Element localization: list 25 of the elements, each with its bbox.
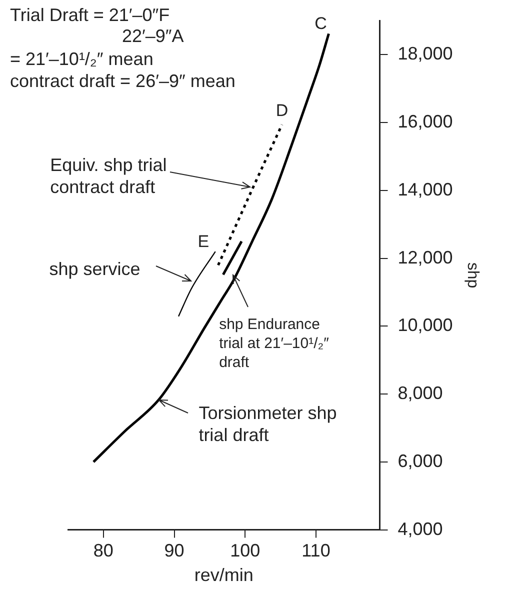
annotation: Equiv. shp trial contract draft — [50, 154, 167, 198]
y-tick-label: 12,000 — [398, 247, 453, 268]
annotation: Torsionmeter shp trial draft — [198, 402, 337, 446]
x-tick-label: 110 — [302, 540, 330, 561]
annotation: C — [314, 14, 327, 34]
y-tick-label: 6,000 — [398, 450, 443, 471]
annotation: Trial Draft = 21′–0″F — [10, 4, 170, 26]
annotation: contract draft = 26′–9″ mean — [10, 70, 236, 92]
y-tick-label: 4,000 — [398, 518, 443, 539]
y-axis-title: shp — [464, 262, 481, 288]
y-tick-label: 14,000 — [398, 179, 453, 200]
annotation: 22′–9″A — [122, 25, 184, 47]
x-tick-label: 100 — [230, 540, 260, 561]
y-tick-label: 16,000 — [398, 112, 453, 132]
y-tick-label: 10,000 — [398, 315, 453, 336]
annotation: D — [276, 100, 288, 121]
annotation: shp service — [49, 258, 140, 280]
annotation: shp Endurance trial at 21′–10¹/₂″ draft — [219, 314, 329, 372]
y-tick-label: 8,000 — [398, 383, 443, 404]
x-axis-title: rev/min — [194, 565, 254, 586]
annotation: = 21′–10¹/₂″ mean — [10, 48, 154, 70]
x-tick-label: 80 — [93, 540, 114, 561]
x-tick-label: 90 — [164, 540, 184, 561]
y-tick-label: 18,000 — [398, 44, 453, 64]
annotation: E — [198, 232, 210, 252]
